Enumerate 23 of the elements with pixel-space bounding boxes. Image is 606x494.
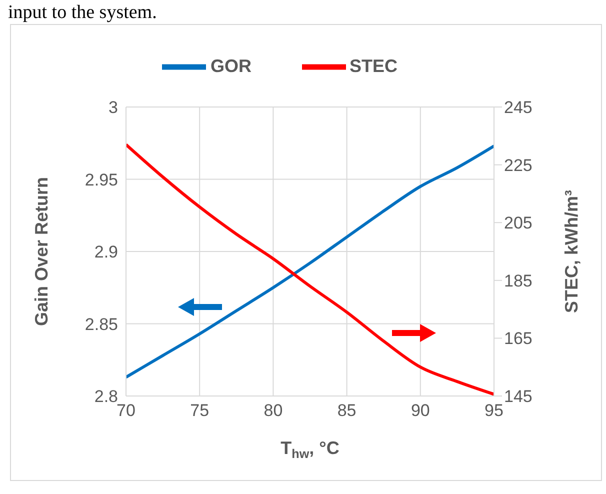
x-axis-title: T$_{hw}$, °C	[280, 438, 340, 461]
y2-tick-label: 205	[504, 214, 532, 233]
y-tick-label: 2.8	[94, 387, 118, 406]
y-tick-label: 2.95	[84, 170, 118, 190]
x-tick-label: 95	[484, 401, 504, 420]
y2-tick-label: 185	[504, 271, 532, 290]
x-tick-label: 80	[264, 401, 283, 420]
y2-tick-label: 225	[504, 156, 532, 175]
text: input to the system.	[8, 2, 158, 24]
y-tick-label: 2.9	[94, 242, 118, 262]
x-tick-label: 90	[410, 401, 430, 420]
y2-tick-label: 165	[504, 329, 532, 348]
y2-tick-label: 145	[504, 387, 532, 406]
x-tick-label: 70	[116, 401, 136, 420]
y-tick-label: 3	[108, 98, 118, 118]
y2-axis-title: STEC, kWh/m³	[561, 190, 582, 314]
x-tick-label: 85	[337, 401, 356, 420]
x-tick-label: 75	[190, 401, 210, 420]
legend-label: STEC	[350, 56, 398, 76]
y-axis-title: Gain Over Return	[31, 176, 52, 326]
y2-tick-label: 245	[504, 98, 532, 118]
y-tick-label: 2.85	[84, 314, 118, 334]
legend-label: GOR	[210, 56, 252, 76]
